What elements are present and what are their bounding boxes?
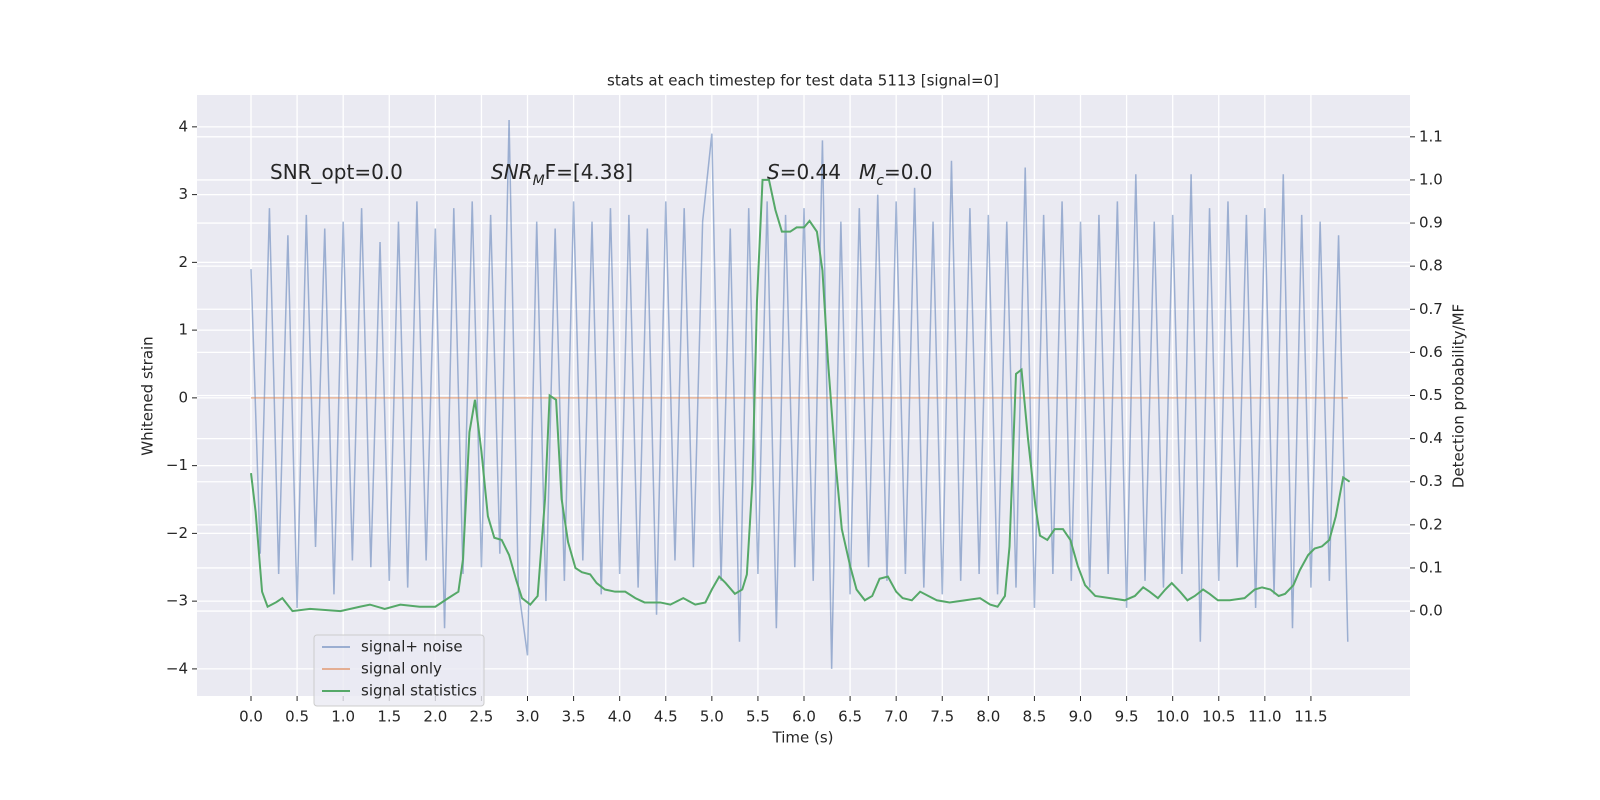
y2-tick-label: 0.1 [1419, 558, 1443, 576]
y2-tick-label: 0.9 [1419, 214, 1443, 232]
y-tick-label: −4 [166, 659, 188, 677]
annotation-subscript: c [876, 173, 884, 189]
x-tick-label: 2.5 [469, 708, 493, 726]
x-tick-label: 7.0 [884, 708, 908, 726]
y2-tick-label: 0.4 [1419, 429, 1443, 447]
annotation-text: F=[4.38] [545, 160, 633, 184]
legend-label: signal statistics [361, 682, 477, 700]
annotation-italic: M [859, 160, 876, 184]
x-tick-label: 0.0 [239, 708, 263, 726]
y2-tick-label: 0.6 [1419, 343, 1443, 361]
x-tick-label: 10.0 [1156, 708, 1189, 726]
x-tick-label: 4.5 [654, 708, 678, 726]
x-tick-label: 6.5 [838, 708, 862, 726]
y-tick-label: −3 [166, 592, 188, 610]
y2-tick-label: 1.1 [1419, 127, 1443, 145]
x-tick-label: 8.5 [1022, 708, 1046, 726]
legend-label: signal+ noise [361, 638, 463, 656]
y-tick-label: 0 [178, 388, 188, 406]
y2-tick-label: 0.0 [1419, 602, 1443, 620]
x-tick-label: 11.0 [1248, 708, 1281, 726]
annotation: SNRMF=[4.38] [491, 160, 633, 190]
annotation-subscript: M [533, 173, 545, 189]
x-tick-label: 3.5 [562, 708, 586, 726]
y2-tick-label: 0.2 [1419, 515, 1443, 533]
y2-tick-label: 0.3 [1419, 472, 1443, 490]
x-tick-label: 1.5 [377, 708, 401, 726]
x-tick-label: 9.5 [1115, 708, 1139, 726]
legend-label: signal only [361, 660, 442, 678]
x-tick-label: 4.0 [608, 708, 632, 726]
x-tick-label: 6.0 [792, 708, 816, 726]
x-tick-label: 10.5 [1202, 708, 1235, 726]
legend-box [313, 634, 485, 707]
y2-tick-label: 0.5 [1419, 386, 1443, 404]
y-tick-label: −1 [166, 456, 188, 474]
annotation-text: =0.44 [780, 160, 841, 184]
y-tick-label: 1 [178, 321, 188, 339]
annotation-italic: S [767, 160, 780, 184]
y-tick-label: 4 [178, 117, 188, 135]
y2-tick-label: 0.8 [1419, 257, 1443, 275]
y-tick-label: 2 [178, 253, 188, 271]
x-tick-label: 7.5 [930, 708, 954, 726]
x-tick-label: 8.0 [976, 708, 1000, 726]
annotation-italic: SNR [491, 160, 533, 184]
y-tick-label: −2 [166, 524, 188, 542]
annotation-text: SNR_opt=0.0 [270, 160, 403, 184]
chart-title: stats at each timestep for test data 511… [607, 72, 999, 90]
y2-tick-label: 1.0 [1419, 170, 1443, 188]
series-line [250, 178, 1351, 613]
x-tick-label: 3.0 [516, 708, 540, 726]
x-tick-label: 1.0 [331, 708, 355, 726]
y2-tick-label: 0.7 [1419, 300, 1443, 318]
annotation: SNR_opt=0.0 [270, 160, 403, 184]
x-axis-label: Time (s) [772, 729, 834, 747]
annotation: Mc=0.0 [859, 160, 933, 190]
x-tick-label: 2.0 [423, 708, 447, 726]
x-tick-label: 5.5 [746, 708, 770, 726]
x-tick-label: 5.0 [700, 708, 724, 726]
series-line [250, 120, 1349, 669]
y-tick-label: 3 [178, 185, 188, 203]
annotation-text: =0.0 [884, 160, 933, 184]
x-tick-label: 9.0 [1069, 708, 1093, 726]
annotation: S=0.44 [767, 160, 841, 184]
x-tick-label: 11.5 [1294, 708, 1327, 726]
y2-axis-label: Detection probability/MF [1450, 304, 1468, 488]
y-axis-label: Whitened strain [139, 336, 157, 455]
x-tick-label: 0.5 [285, 708, 309, 726]
